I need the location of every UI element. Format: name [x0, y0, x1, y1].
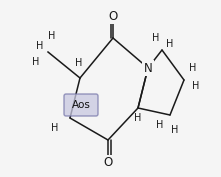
Text: O: O — [108, 10, 118, 22]
Text: H: H — [134, 113, 142, 123]
Text: H: H — [171, 125, 179, 135]
Text: H: H — [152, 33, 160, 43]
Text: H: H — [189, 63, 197, 73]
Text: H: H — [192, 81, 200, 91]
Text: H: H — [166, 39, 174, 49]
Text: H: H — [32, 57, 40, 67]
Text: O: O — [103, 156, 113, 170]
Text: N: N — [144, 61, 152, 75]
Text: H: H — [36, 41, 44, 51]
Text: H: H — [75, 58, 83, 68]
Text: H: H — [48, 31, 56, 41]
Text: Aos: Aos — [72, 100, 90, 110]
FancyBboxPatch shape — [64, 94, 98, 116]
Text: H: H — [156, 120, 164, 130]
Text: H: H — [51, 123, 59, 133]
